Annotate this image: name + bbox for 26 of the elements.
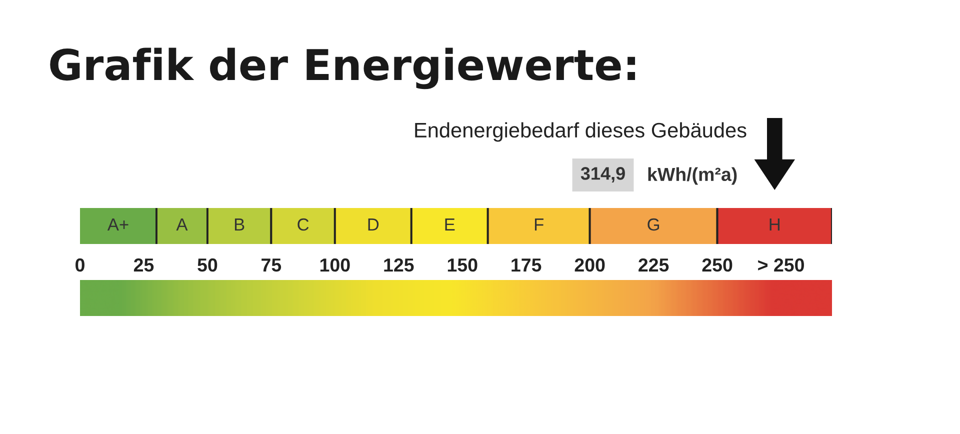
x-tick-label: 75 bbox=[262, 258, 282, 272]
x-tick-label: 100 bbox=[320, 258, 350, 272]
x-tick-label: 25 bbox=[134, 258, 154, 272]
x-tick-label: 125 bbox=[384, 258, 414, 272]
text: Endenergiebedarf dieses Gebäudes bbox=[415, 122, 746, 142]
text: kWh/(m²a) bbox=[648, 167, 737, 185]
series-label: H bbox=[770, 218, 780, 230]
series-label: D bbox=[368, 218, 379, 230]
x-tick-label: 50 bbox=[198, 258, 218, 272]
x-tick-label: 0 bbox=[76, 258, 84, 272]
x-tick-label: 150 bbox=[448, 258, 478, 272]
series-label: A+ bbox=[107, 218, 128, 230]
series-label: G bbox=[648, 218, 660, 231]
series-label: F bbox=[534, 218, 544, 230]
series-label: C bbox=[298, 218, 309, 231]
series-label: A bbox=[176, 218, 188, 230]
x-tick-label: > 250 bbox=[758, 258, 804, 272]
chart-title: Grafik der Energiewerte: bbox=[50, 48, 636, 90]
series-label: B bbox=[234, 218, 244, 230]
x-tick-label: 225 bbox=[638, 258, 669, 272]
x-tick-label: 250 bbox=[702, 258, 732, 272]
x-tick-label: 200 bbox=[574, 258, 605, 272]
series-label: E bbox=[445, 218, 455, 230]
text: 314,9 bbox=[580, 167, 625, 182]
bar bbox=[80, 208, 158, 244]
x-tick-label: 175 bbox=[512, 258, 542, 272]
